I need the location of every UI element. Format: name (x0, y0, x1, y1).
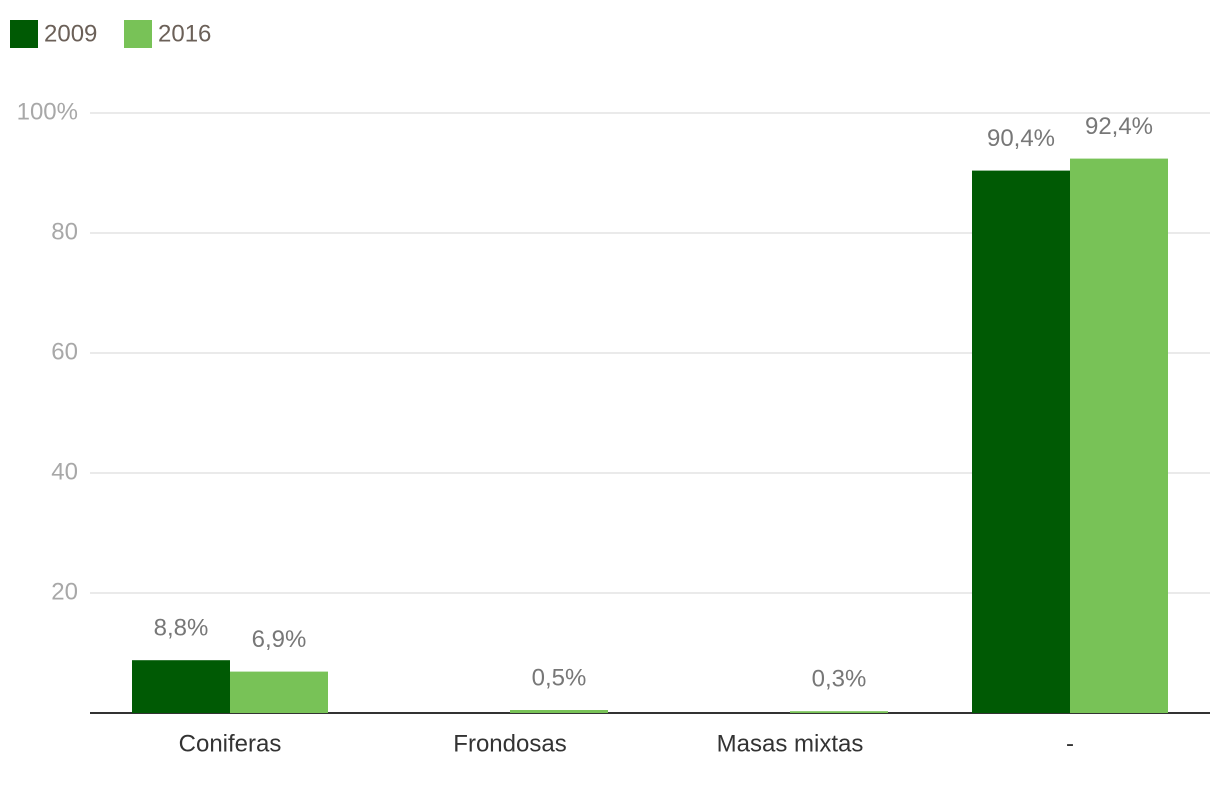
value-label: 92,4% (1085, 113, 1153, 140)
value-label: 8,8% (154, 615, 209, 642)
bar (132, 660, 230, 713)
value-label: 0,3% (812, 666, 867, 693)
bar (972, 170, 1070, 714)
y-tick-label: 60 (51, 338, 78, 365)
legend-label: 2009 (44, 20, 97, 47)
value-label: 0,5% (532, 664, 587, 691)
bar (790, 711, 888, 713)
x-tick-label: Frondosas (453, 730, 566, 757)
bar (230, 671, 328, 713)
y-tick-label: 40 (51, 458, 78, 485)
legend-swatch (10, 20, 38, 48)
x-tick-label: Coniferas (179, 730, 282, 757)
y-tick-label: 100% (17, 98, 78, 125)
y-tick-label: 80 (51, 218, 78, 245)
y-tick-label: 20 (51, 578, 78, 605)
value-label: 90,4% (987, 125, 1055, 152)
x-tick-label: Masas mixtas (717, 730, 864, 757)
bar (1070, 158, 1168, 714)
x-tick-label: - (1066, 730, 1074, 757)
value-label: 6,9% (252, 626, 307, 653)
legend-swatch (124, 20, 152, 48)
bar (510, 710, 608, 713)
legend-label: 2016 (158, 20, 211, 47)
